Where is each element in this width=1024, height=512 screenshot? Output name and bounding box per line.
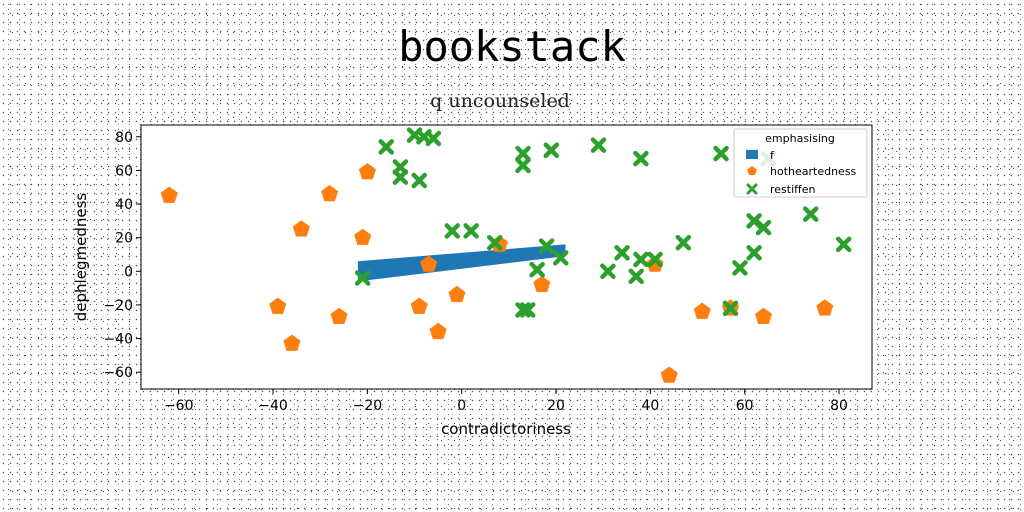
point-restiffen <box>444 223 461 239</box>
point-hotheartedness <box>283 334 301 351</box>
point-hotheartedness <box>269 297 287 314</box>
y-tick-label: 20 <box>115 231 133 247</box>
x-tick-label: −60 <box>164 398 194 414</box>
point-hotheartedness <box>420 255 438 272</box>
legend: emphasising f hotheartedness restiffen <box>733 128 868 198</box>
point-restiffen <box>463 223 479 239</box>
point-restiffen <box>392 169 409 185</box>
point-hotheartedness <box>448 285 466 303</box>
legend-entry-hotheartedness: hotheartedness <box>770 165 857 178</box>
point-hotheartedness <box>693 302 711 319</box>
point-restiffen <box>835 236 852 253</box>
x-tick-label: 40 <box>641 398 659 414</box>
point-hotheartedness <box>429 322 447 340</box>
point-restiffen <box>633 150 649 167</box>
marks-layer <box>160 127 852 383</box>
point-restiffen <box>590 137 607 153</box>
y-tick-label: −20 <box>103 298 133 314</box>
chart-title: bookstack <box>398 22 626 71</box>
point-hotheartedness <box>354 228 372 245</box>
band-layer <box>357 244 566 282</box>
x-tick-label: 80 <box>830 398 848 414</box>
x-tick-label: 60 <box>736 398 754 414</box>
y-tick-label: 80 <box>115 130 133 146</box>
point-restiffen <box>713 145 729 162</box>
x-tick-label: 20 <box>547 398 565 414</box>
y-axis-label: dephlegmedness <box>72 193 90 322</box>
point-restiffen <box>425 130 442 147</box>
legend-title: emphasising <box>765 132 835 145</box>
point-restiffen <box>529 261 545 278</box>
point-restiffen <box>519 302 536 318</box>
point-restiffen <box>647 251 663 268</box>
x-axis-label: contradictoriness <box>441 420 571 438</box>
point-hotheartedness <box>160 186 178 203</box>
legend-box <box>733 128 868 198</box>
point-restiffen <box>515 145 531 162</box>
point-hotheartedness <box>755 307 773 324</box>
legend-swatch-hotheartedness <box>747 166 757 175</box>
x-tick-label: −40 <box>258 398 288 414</box>
point-restiffen <box>633 251 649 268</box>
band-f <box>357 244 566 282</box>
legend-swatch-f <box>746 150 758 159</box>
point-restiffen <box>378 139 394 155</box>
point-restiffen <box>732 260 748 276</box>
axes-layer: −60 −40 −20 0 20 40 60 80 −60 −40 −20 0 20 40 60 80 <box>103 130 847 414</box>
point-restiffen <box>515 157 531 174</box>
point-restiffen <box>600 263 616 280</box>
point-restiffen <box>552 250 569 266</box>
point-restiffen <box>543 142 560 158</box>
legend-entry-restiffen: restiffen <box>770 183 815 196</box>
point-hotheartedness <box>646 255 664 272</box>
point-hotheartedness <box>358 163 376 180</box>
y-tick-label: 40 <box>115 197 133 213</box>
point-hotheartedness <box>660 366 678 383</box>
point-restiffen <box>614 245 630 261</box>
point-restiffen <box>755 219 772 236</box>
point-restiffen <box>628 268 644 285</box>
x-tick-label: −20 <box>353 398 383 414</box>
y-tick-label: 60 <box>115 163 133 179</box>
y-tick-label: −40 <box>103 332 133 348</box>
chart-subtitle: q uncounseled <box>430 90 570 112</box>
y-tick-label: −60 <box>103 365 133 381</box>
point-hotheartedness <box>330 307 348 324</box>
point-hotheartedness <box>816 299 834 316</box>
point-restiffen <box>746 245 762 261</box>
point-hotheartedness <box>533 275 551 292</box>
legend-entry-f: f <box>770 149 775 162</box>
point-restiffen <box>411 172 428 189</box>
point-hotheartedness <box>410 297 428 314</box>
point-hotheartedness <box>321 184 339 202</box>
legend-swatch-restiffen <box>746 183 758 195</box>
point-restiffen <box>675 234 692 251</box>
point-hotheartedness <box>292 220 310 237</box>
y-tick-label: 0 <box>124 264 133 280</box>
x-tick-label: 0 <box>457 398 466 414</box>
point-restiffen <box>538 238 555 254</box>
point-restiffen <box>802 206 819 222</box>
point-restiffen <box>354 270 371 286</box>
point-restiffen <box>722 300 739 317</box>
point-restiffen <box>486 234 503 251</box>
